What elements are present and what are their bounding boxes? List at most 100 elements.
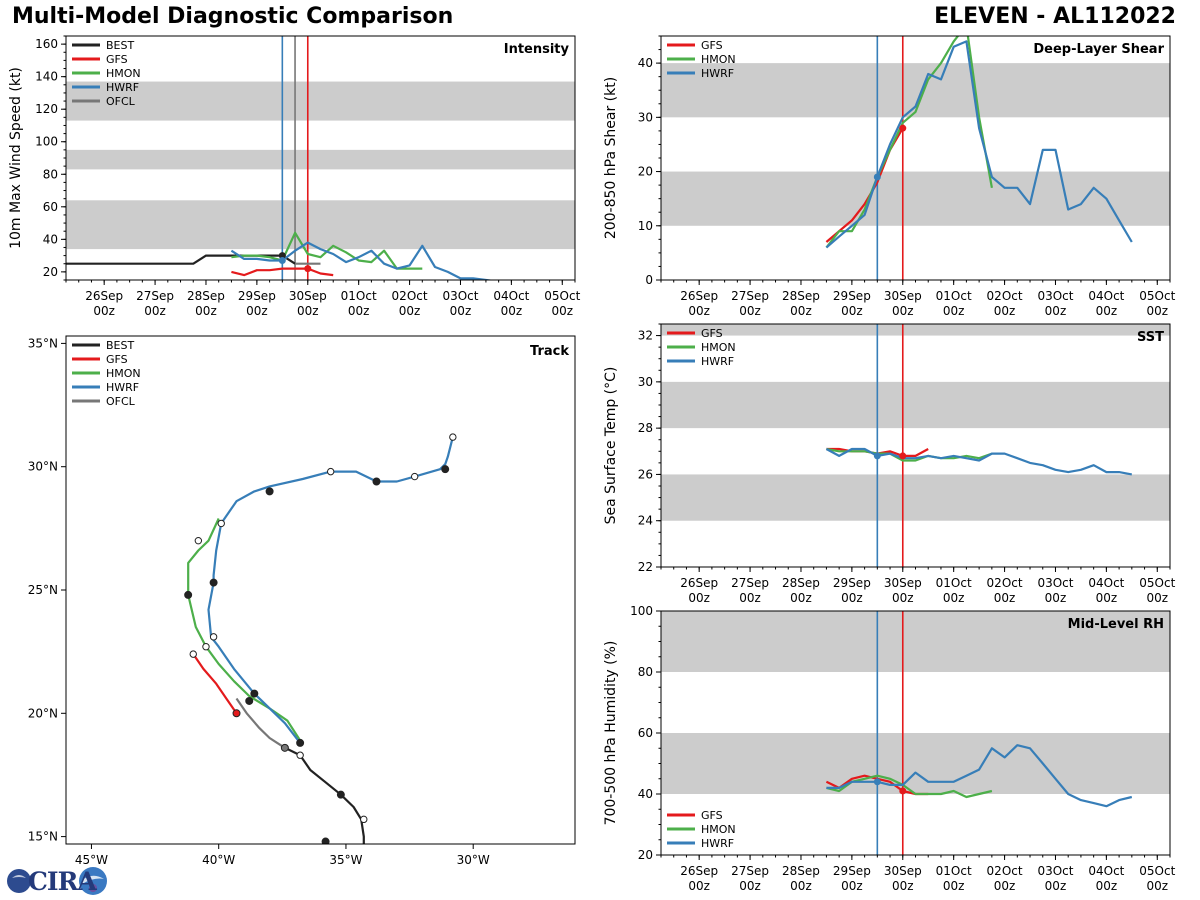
shear-xtick-day: 03Oct [1037,289,1073,303]
legend-label-hwrf: HWRF [106,381,139,394]
track-ytick-label: 15°N [28,830,58,844]
rh-xtick-hour: 00z [994,879,1016,893]
panel-shear: 01020304026Sep00z27Sep00z28Sep00z29Sep00… [603,25,1176,318]
sst-xtick-day: 05Oct [1139,576,1175,590]
rh-band-1 [661,611,1170,672]
intensity-xtick-hour: 00z [551,304,573,318]
legend-label-gfs: GFS [106,53,128,66]
cira-logo-graphic [7,867,107,895]
legend-label-hmon: HMON [701,341,736,354]
legend-label-hmon: HMON [701,823,736,836]
intensity-ytick-label: 80 [43,167,58,181]
sst-series-hmon[interactable] [826,447,993,462]
rh-xtick-hour: 00z [790,879,812,893]
chart-panels: 2040608010012014016026Sep00z27Sep00z28Se… [8,25,1176,893]
rh-band-0 [661,733,1170,794]
track-series-gfs[interactable] [192,653,238,714]
track-position-marker [410,472,419,481]
legend-label-hwrf: HWRF [701,355,734,368]
sst-xtick-hour: 00z [1096,591,1118,605]
legend-label-ofcl: OFCL [106,395,136,408]
track-position-marker [209,578,218,587]
intensity-series-gfs[interactable] [231,267,334,277]
track-series-best[interactable] [284,746,365,849]
sst-ytick-label: 30 [638,375,653,389]
legend-label-gfs: GFS [701,809,723,822]
track-position-marker [265,487,274,496]
intensity-ytick-label: 40 [43,232,58,246]
sst-band-2 [661,324,1170,336]
intensity-xtick-day: 29Sep [238,289,276,303]
rh-xtick-hour: 00z [892,879,914,893]
cira-logo-text: CIRA [28,867,97,896]
legend-label-best: BEST [106,39,134,52]
track-position-marker [321,837,330,844]
sst-xtick-hour: 00z [1045,591,1067,605]
track-position-marker [296,751,304,759]
shear-band-0 [661,171,1170,226]
shear-xtick-hour: 00z [790,304,812,318]
intensity-xtick-hour: 00z [93,304,115,318]
track-ytick-label: 20°N [28,706,58,720]
shear-xtick-day: 04Oct [1088,289,1124,303]
track-position-marker [245,696,254,705]
track-position-marker [296,738,305,747]
rh-series-group [825,744,1133,808]
track-series-hmon[interactable] [187,518,302,741]
intensity-xtick-day: 03Oct [442,289,478,303]
intensity-xtick-day: 05Oct [544,289,580,303]
rh-ytick-label: 20 [638,848,653,862]
intensity-ytick-label: 120 [35,102,58,116]
track-xtick-label: 45°W [75,853,108,867]
intensity-series-hwrf[interactable] [230,241,575,289]
rh-xtick-day: 04Oct [1088,864,1124,878]
track-position-marker [372,477,381,486]
sst-xtick-hour: 00z [1146,591,1168,605]
intensity-xtick-day: 30Sep [289,289,327,303]
sst-xtick-day: 28Sep [782,576,820,590]
sst-xtick-day: 01Oct [936,576,972,590]
sst-xtick-hour: 00z [892,591,914,605]
shear-xtick-day: 26Sep [680,289,718,303]
shear-series-hmon[interactable] [825,25,993,249]
legend-label-ofcl: OFCL [106,95,136,108]
track-series-ofcl[interactable] [235,697,286,749]
track-position-marker [250,689,259,698]
rh-ylabel: 700-500 hPa Humidity (%) [603,641,619,826]
intensity-xtick-day: 04Oct [493,289,529,303]
shear-xtick-hour: 00z [1045,304,1067,318]
shear-series-group [825,25,1133,249]
shear-xtick-day: 30Sep [884,289,922,303]
intensity-xtick-hour: 00z [501,304,523,318]
rh-ytick-label: 60 [638,726,653,740]
track-position-marker [194,536,203,545]
shear-xtick-hour: 00z [739,304,761,318]
sst-marker-hwrf [873,452,881,460]
cira-logo: CIRA [4,866,108,896]
track-series-hwrf[interactable] [207,436,454,744]
sst-ytick-label: 22 [638,560,653,574]
sst-band-1 [661,381,1170,429]
rh-xtick-day: 01Oct [936,864,972,878]
track-ytick-label: 25°N [28,583,58,597]
intensity-xtick-hour: 00z [144,304,166,318]
track-position-marker [232,709,241,718]
legend-label-gfs: GFS [701,327,723,340]
intensity-xtick-hour: 00z [195,304,217,318]
track-position-marker [189,650,197,658]
legend-label-hwrf: HWRF [701,837,734,850]
intensity-ylabel: 10m Max Wind Speed (kt) [8,67,24,249]
intensity-marker-best [278,252,286,260]
sst-series-hwrf[interactable] [825,447,1132,476]
intensity-xtick-hour: 00z [348,304,370,318]
rh-panel-title: Mid-Level RH [1068,617,1164,632]
track-position-marker [336,790,345,799]
rh-xtick-hour: 00z [841,879,863,893]
intensity-xtick-day: 01Oct [341,289,377,303]
intensity-xtick-hour: 00z [399,304,421,318]
rh-xtick-hour: 00z [1146,879,1168,893]
shear-xtick-day: 05Oct [1139,289,1175,303]
rh-xtick-hour: 00z [1045,879,1067,893]
intensity-xtick-day: 28Sep [187,289,225,303]
shear-xtick-hour: 00z [1096,304,1118,318]
